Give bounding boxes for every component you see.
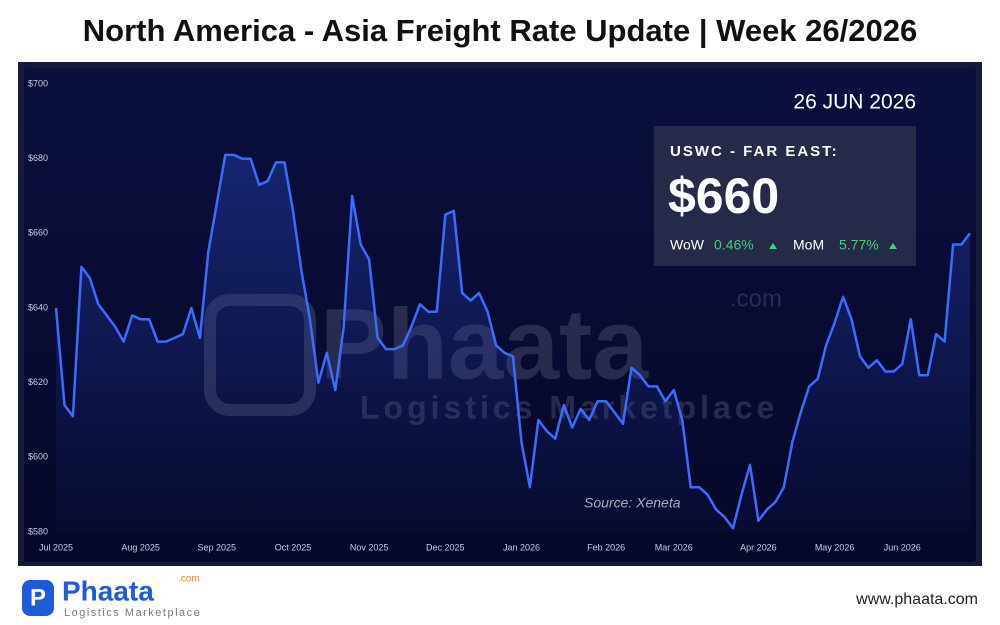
y-tick-label: $580 xyxy=(28,526,48,536)
x-tick-label: Jan 2026 xyxy=(503,542,540,552)
x-tick-label: Apr 2026 xyxy=(740,542,777,552)
logo-icon xyxy=(22,580,54,616)
mom-name: MoM xyxy=(793,237,824,253)
line-area xyxy=(56,154,970,532)
up-arrow xyxy=(889,243,897,249)
x-tick-label: May 2026 xyxy=(815,542,855,552)
line xyxy=(54,153,971,530)
date-label: 26 JUN 2026 xyxy=(793,91,916,114)
logo-icon-letter: P xyxy=(30,584,46,611)
x-tick-label: Aug 2025 xyxy=(121,542,160,552)
wow-value: 0.46% xyxy=(714,237,754,253)
footer-url: www.phaata.com xyxy=(855,591,978,608)
x-tick-label: Jul 2025 xyxy=(39,542,73,552)
y-tick-label: $680 xyxy=(28,153,48,163)
x-tick-label: Nov 2025 xyxy=(350,542,389,552)
source: Source: Xeneta xyxy=(584,495,681,511)
x-tick-label: Jun 2026 xyxy=(884,542,921,552)
logo-name: Phaata xyxy=(62,575,154,606)
logo-suffix: .com xyxy=(178,574,200,585)
y-tick-label: $620 xyxy=(28,377,48,387)
y-tick-label: $640 xyxy=(28,302,48,312)
up-arrow xyxy=(769,243,777,249)
y-tick-label: $700 xyxy=(28,78,48,88)
x-tick-label: Oct 2025 xyxy=(275,542,312,552)
y-tick-label: $600 xyxy=(28,452,48,462)
route-label: USWC - FAR EAST: xyxy=(670,143,839,160)
mom-value: 5.77% xyxy=(839,237,879,253)
x-tick-label: Dec 2025 xyxy=(426,542,465,552)
y-tick-label: $660 xyxy=(28,228,48,238)
page-title: North America - Asia Freight Rate Update… xyxy=(83,13,917,48)
x-tick-label: Feb 2026 xyxy=(587,542,625,552)
watermark-suffix: .com xyxy=(730,285,782,312)
plot: $580 $600 $620 $640 $660 $680 $700 Jul 2025 Aug … xyxy=(28,78,971,552)
x-tick-label: Mar 2026 xyxy=(655,542,693,552)
footer-logo: P Phaata .com Logistics Marketplace xyxy=(22,574,201,619)
current-rate: $660 xyxy=(668,168,779,224)
wow-name: WoW xyxy=(670,237,705,253)
logo-tagline: Logistics Marketplace xyxy=(64,607,201,619)
info-box xyxy=(654,126,916,266)
x-tick-label: Sep 2025 xyxy=(198,542,237,552)
